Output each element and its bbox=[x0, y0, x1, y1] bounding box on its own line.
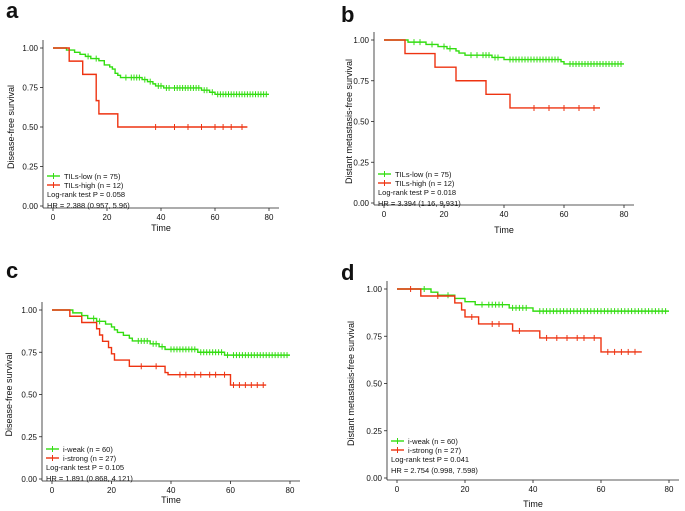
series-high bbox=[384, 39, 600, 111]
series-high bbox=[53, 47, 248, 130]
y-tick-label: 0.25 bbox=[353, 158, 369, 167]
y-tick-label: 0.00 bbox=[366, 474, 382, 483]
survival-curve bbox=[53, 47, 248, 128]
x-tick-label: 80 bbox=[286, 486, 295, 495]
x-tick-label: 80 bbox=[665, 485, 674, 494]
legend-item: i-weak (n = 60) bbox=[391, 437, 458, 446]
y-tick-label: 0.00 bbox=[21, 475, 37, 484]
x-tick-label: 20 bbox=[461, 485, 470, 494]
y-tick-label: 0.75 bbox=[21, 348, 37, 357]
y-tick-label: 0.50 bbox=[366, 380, 382, 389]
legend-item: TILs-high (n = 12) bbox=[378, 179, 455, 188]
y-tick-label: 0.00 bbox=[353, 199, 369, 208]
x-tick-label: 40 bbox=[167, 486, 176, 495]
hazard-ratio-annotation: HR = 2.388 (0.957, 5.96) bbox=[47, 201, 130, 210]
y-axis-title: Disease-free survival bbox=[6, 85, 16, 169]
survival-curve bbox=[384, 39, 600, 109]
panel-c: c 0.00 0.25 0.50 0.75 1.00 0 20 40 60 80 Time Diseas… bbox=[4, 258, 300, 505]
y-tick-label: 0.25 bbox=[22, 163, 38, 172]
y-tick-label: 0.50 bbox=[22, 123, 38, 132]
legend-label: i-weak (n = 60) bbox=[408, 437, 458, 446]
legend-label: TILs-high (n = 12) bbox=[64, 181, 124, 190]
logrank-annotation: Log-rank test P = 0.058 bbox=[47, 190, 125, 199]
legend-label: i-strong (n = 27) bbox=[63, 454, 117, 463]
x-axis-title: Time bbox=[494, 225, 514, 235]
series-low bbox=[52, 309, 290, 359]
survival-curve bbox=[52, 309, 290, 356]
panel-letter: c bbox=[6, 258, 18, 283]
legend-label: TILs-low (n = 75) bbox=[64, 172, 121, 181]
x-tick-label: 40 bbox=[157, 213, 166, 222]
y-axis-title: Distant metastasis-free survival bbox=[344, 59, 354, 184]
legend-label: i-weak (n = 60) bbox=[63, 445, 113, 454]
x-tick-label: 0 bbox=[50, 486, 55, 495]
x-tick-label: 60 bbox=[597, 485, 606, 494]
hazard-ratio-annotation: HR = 3.394 (1.16, 9.931) bbox=[378, 199, 461, 208]
x-tick-label: 60 bbox=[211, 213, 220, 222]
logrank-annotation: Log-rank test P = 0.041 bbox=[391, 455, 469, 464]
survival-curve bbox=[397, 288, 642, 353]
series-high bbox=[397, 286, 642, 355]
legend-item: i-strong (n = 27) bbox=[391, 446, 462, 455]
x-tick-label: 60 bbox=[226, 486, 235, 495]
y-tick-label: 0.25 bbox=[366, 427, 382, 436]
hazard-ratio-annotation: HR = 1.891 (0.868, 4.121) bbox=[46, 474, 133, 483]
panel-d: d 0.00 0.25 0.50 0.75 1.00 0 20 40 60 80 Time Distan… bbox=[341, 260, 679, 509]
legend-item: TILs-low (n = 75) bbox=[378, 170, 452, 179]
x-tick-label: 0 bbox=[51, 213, 56, 222]
y-tick-label: 0.25 bbox=[21, 433, 37, 442]
series-low bbox=[397, 286, 669, 315]
y-tick-label: 0.00 bbox=[22, 202, 38, 211]
survival-curve bbox=[397, 288, 669, 312]
panel-letter: a bbox=[6, 0, 19, 23]
series-low bbox=[53, 47, 269, 98]
x-axis-title: Time bbox=[523, 499, 543, 509]
y-tick-label: 0.50 bbox=[21, 391, 37, 400]
panel-letter: b bbox=[341, 2, 354, 27]
y-tick-label: 1.00 bbox=[353, 36, 369, 45]
logrank-annotation: Log-rank test P = 0.018 bbox=[378, 188, 456, 197]
panel-a: a 0.00 0.25 0.50 0.75 1.00 0 20 40 60 80 Time Diseas… bbox=[6, 0, 279, 233]
logrank-annotation: Log-rank test P = 0.105 bbox=[46, 463, 124, 472]
panel-b: b 0.00 0.25 0.50 0.75 1.00 0 20 40 60 80 Time Distan… bbox=[341, 2, 634, 235]
x-axis-title: Time bbox=[151, 223, 171, 233]
series-low bbox=[384, 39, 624, 67]
x-axis-title: Time bbox=[161, 495, 181, 505]
y-tick-label: 1.00 bbox=[22, 44, 38, 53]
y-tick-label: 1.00 bbox=[21, 306, 37, 315]
x-tick-label: 0 bbox=[382, 210, 387, 219]
x-tick-label: 80 bbox=[265, 213, 274, 222]
x-tick-label: 20 bbox=[103, 213, 112, 222]
legend-item: i-strong (n = 27) bbox=[46, 454, 117, 463]
x-tick-label: 20 bbox=[107, 486, 116, 495]
y-tick-label: 0.75 bbox=[353, 77, 369, 86]
y-tick-label: 0.75 bbox=[366, 332, 382, 341]
y-axis-title: Disease-free survival bbox=[4, 352, 14, 436]
survival-curve bbox=[384, 39, 624, 65]
legend-label: i-strong (n = 27) bbox=[408, 446, 462, 455]
x-tick-label: 60 bbox=[560, 210, 569, 219]
legend-item: i-weak (n = 60) bbox=[46, 445, 113, 454]
legend-item: TILs-low (n = 75) bbox=[47, 172, 121, 181]
hazard-ratio-annotation: HR = 2.754 (0.998, 7.598) bbox=[391, 466, 478, 475]
y-tick-label: 0.50 bbox=[353, 118, 369, 127]
x-tick-label: 80 bbox=[620, 210, 629, 219]
x-tick-label: 40 bbox=[500, 210, 509, 219]
series-high bbox=[52, 309, 267, 389]
x-tick-label: 40 bbox=[529, 485, 538, 494]
x-tick-label: 20 bbox=[440, 210, 449, 219]
x-tick-label: 0 bbox=[395, 485, 400, 494]
legend-label: TILs-low (n = 75) bbox=[395, 170, 452, 179]
legend-item: TILs-high (n = 12) bbox=[47, 181, 124, 190]
panel-letter: d bbox=[341, 260, 354, 285]
survival-curve bbox=[52, 309, 267, 386]
y-axis-title: Distant metastasis-free survival bbox=[346, 321, 356, 446]
survival-curve bbox=[53, 47, 269, 95]
legend-label: TILs-high (n = 12) bbox=[395, 179, 455, 188]
y-tick-label: 1.00 bbox=[366, 285, 382, 294]
y-tick-label: 0.75 bbox=[22, 84, 38, 93]
